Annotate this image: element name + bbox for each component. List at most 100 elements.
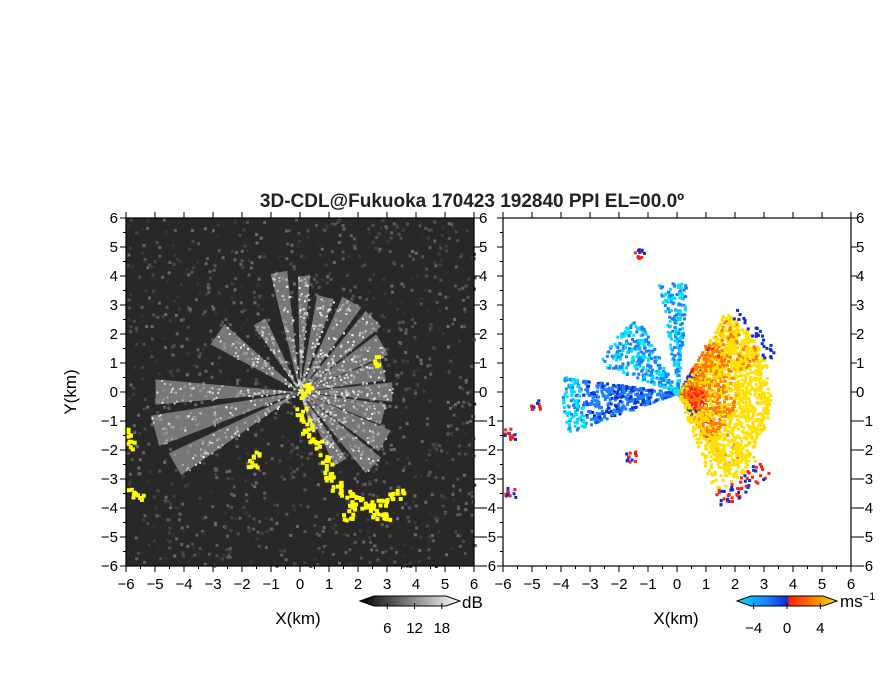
noise-pixel: [369, 406, 372, 410]
velocity-pixel: [673, 325, 677, 329]
beam-pixel: [302, 381, 305, 384]
noise-pixel: [341, 224, 345, 227]
noise-pixel: [190, 270, 194, 274]
velocity-pixel: [625, 351, 629, 354]
noise-pixel: [172, 533, 176, 537]
velocity-pixel: [639, 350, 643, 354]
noise-pixel: [249, 560, 253, 564]
velocity-pixel: [636, 400, 640, 404]
beam-pixel: [286, 310, 289, 313]
beam-pixel: [385, 437, 388, 440]
velocity-pixel: [694, 390, 698, 394]
beam-pixel: [332, 355, 335, 358]
beam-pixel: [235, 426, 238, 429]
velocity-pixel: [636, 352, 640, 356]
beam-pixel: [354, 457, 357, 460]
noise-pixel: [177, 518, 181, 522]
velocity-pixel: [666, 381, 670, 385]
noise-pixel: [403, 542, 407, 546]
beam-pixel: [200, 448, 202, 451]
noise-pixel: [370, 548, 374, 552]
noise-pixel: [331, 410, 335, 414]
noise-pixel: [309, 283, 313, 286]
velocity-pixel: [753, 426, 757, 430]
noise-pixel: [240, 259, 244, 263]
noise-pixel: [455, 427, 459, 431]
hard-target-pixel: [307, 434, 311, 439]
velocity-pixel: [658, 366, 662, 370]
velocity-pixel: [607, 388, 611, 392]
beam-pixel: [217, 391, 220, 394]
velocity-pixel: [597, 404, 601, 408]
velocity-pixel: [732, 376, 736, 380]
velocity-pixel: [715, 453, 719, 457]
beam-pixel: [369, 417, 372, 420]
noise-pixel: [352, 341, 356, 345]
velocity-pixel: [621, 389, 625, 393]
velocity-pixel: [607, 392, 611, 396]
beam-pixel: [316, 419, 319, 421]
velocity-pixel: [675, 337, 679, 341]
noise-pixel: [202, 365, 206, 369]
noise-pixel: [402, 359, 406, 363]
velocity-pixel: [733, 350, 737, 354]
noise-pixel: [275, 521, 279, 525]
beam-pixel: [278, 357, 281, 360]
beam-pixel: [331, 429, 334, 431]
velocity-pixel: [746, 344, 750, 348]
velocity-pixel: [674, 313, 678, 317]
velocity-pixel: [707, 367, 711, 371]
noise-pixel: [326, 281, 329, 285]
beam-pixel: [304, 399, 307, 401]
noise-pixel: [329, 488, 333, 492]
velocity-pixel: [625, 385, 629, 389]
noise-pixel: [218, 428, 221, 432]
noise-pixel: [263, 496, 267, 500]
noise-pixel: [453, 272, 457, 276]
beam-pixel: [320, 398, 323, 401]
beam-pixel: [291, 377, 294, 380]
noise-pixel: [465, 229, 469, 233]
velocity-pixel: [736, 456, 740, 460]
beam-pixel: [213, 398, 216, 400]
velocity-pixel: [582, 379, 586, 383]
noise-pixel: [237, 454, 241, 458]
velocity-pixel: [634, 325, 638, 329]
noise-pixel: [247, 530, 251, 534]
beam-pixel: [313, 417, 316, 420]
beam-pixel: [356, 371, 359, 374]
beam-pixel: [169, 383, 172, 386]
velocity-pixel: [669, 343, 673, 347]
beam-pixel: [308, 396, 311, 399]
beam-pixel: [286, 330, 289, 333]
beam-pixel: [298, 287, 301, 289]
velocity-pixel: [753, 409, 757, 413]
beam-pixel: [353, 430, 356, 433]
velocity-pixel: [716, 413, 720, 417]
noise-pixel: [440, 234, 444, 237]
beam-pixel: [272, 277, 275, 280]
noise-pixel: [434, 264, 438, 268]
velocity-pixel: [760, 367, 764, 371]
noise-pixel: [464, 508, 468, 512]
velocity-pixel: [629, 326, 633, 329]
noise-pixel: [457, 507, 461, 511]
noise-pixel: [211, 229, 215, 233]
beam-pixel: [373, 381, 376, 384]
velocity-pixel: [751, 421, 755, 425]
noise-pixel: [203, 227, 207, 231]
hard-target-pixel: [402, 491, 407, 496]
noise-pixel: [223, 526, 227, 530]
velocity-pixel: [613, 414, 617, 418]
velocity-pixel: [667, 378, 671, 382]
noise-pixel: [412, 257, 415, 261]
beam-pixel: [332, 362, 335, 364]
beam-pixel: [283, 309, 286, 312]
velocity-pixel: [649, 394, 653, 398]
hard-target-pixel: [377, 355, 382, 360]
velocity-pixel: [739, 411, 743, 415]
velocity-pixel: [587, 393, 591, 397]
noise-pixel: [201, 385, 205, 389]
velocity-pixel: [721, 363, 725, 367]
hard-target-pixel: [380, 513, 385, 518]
